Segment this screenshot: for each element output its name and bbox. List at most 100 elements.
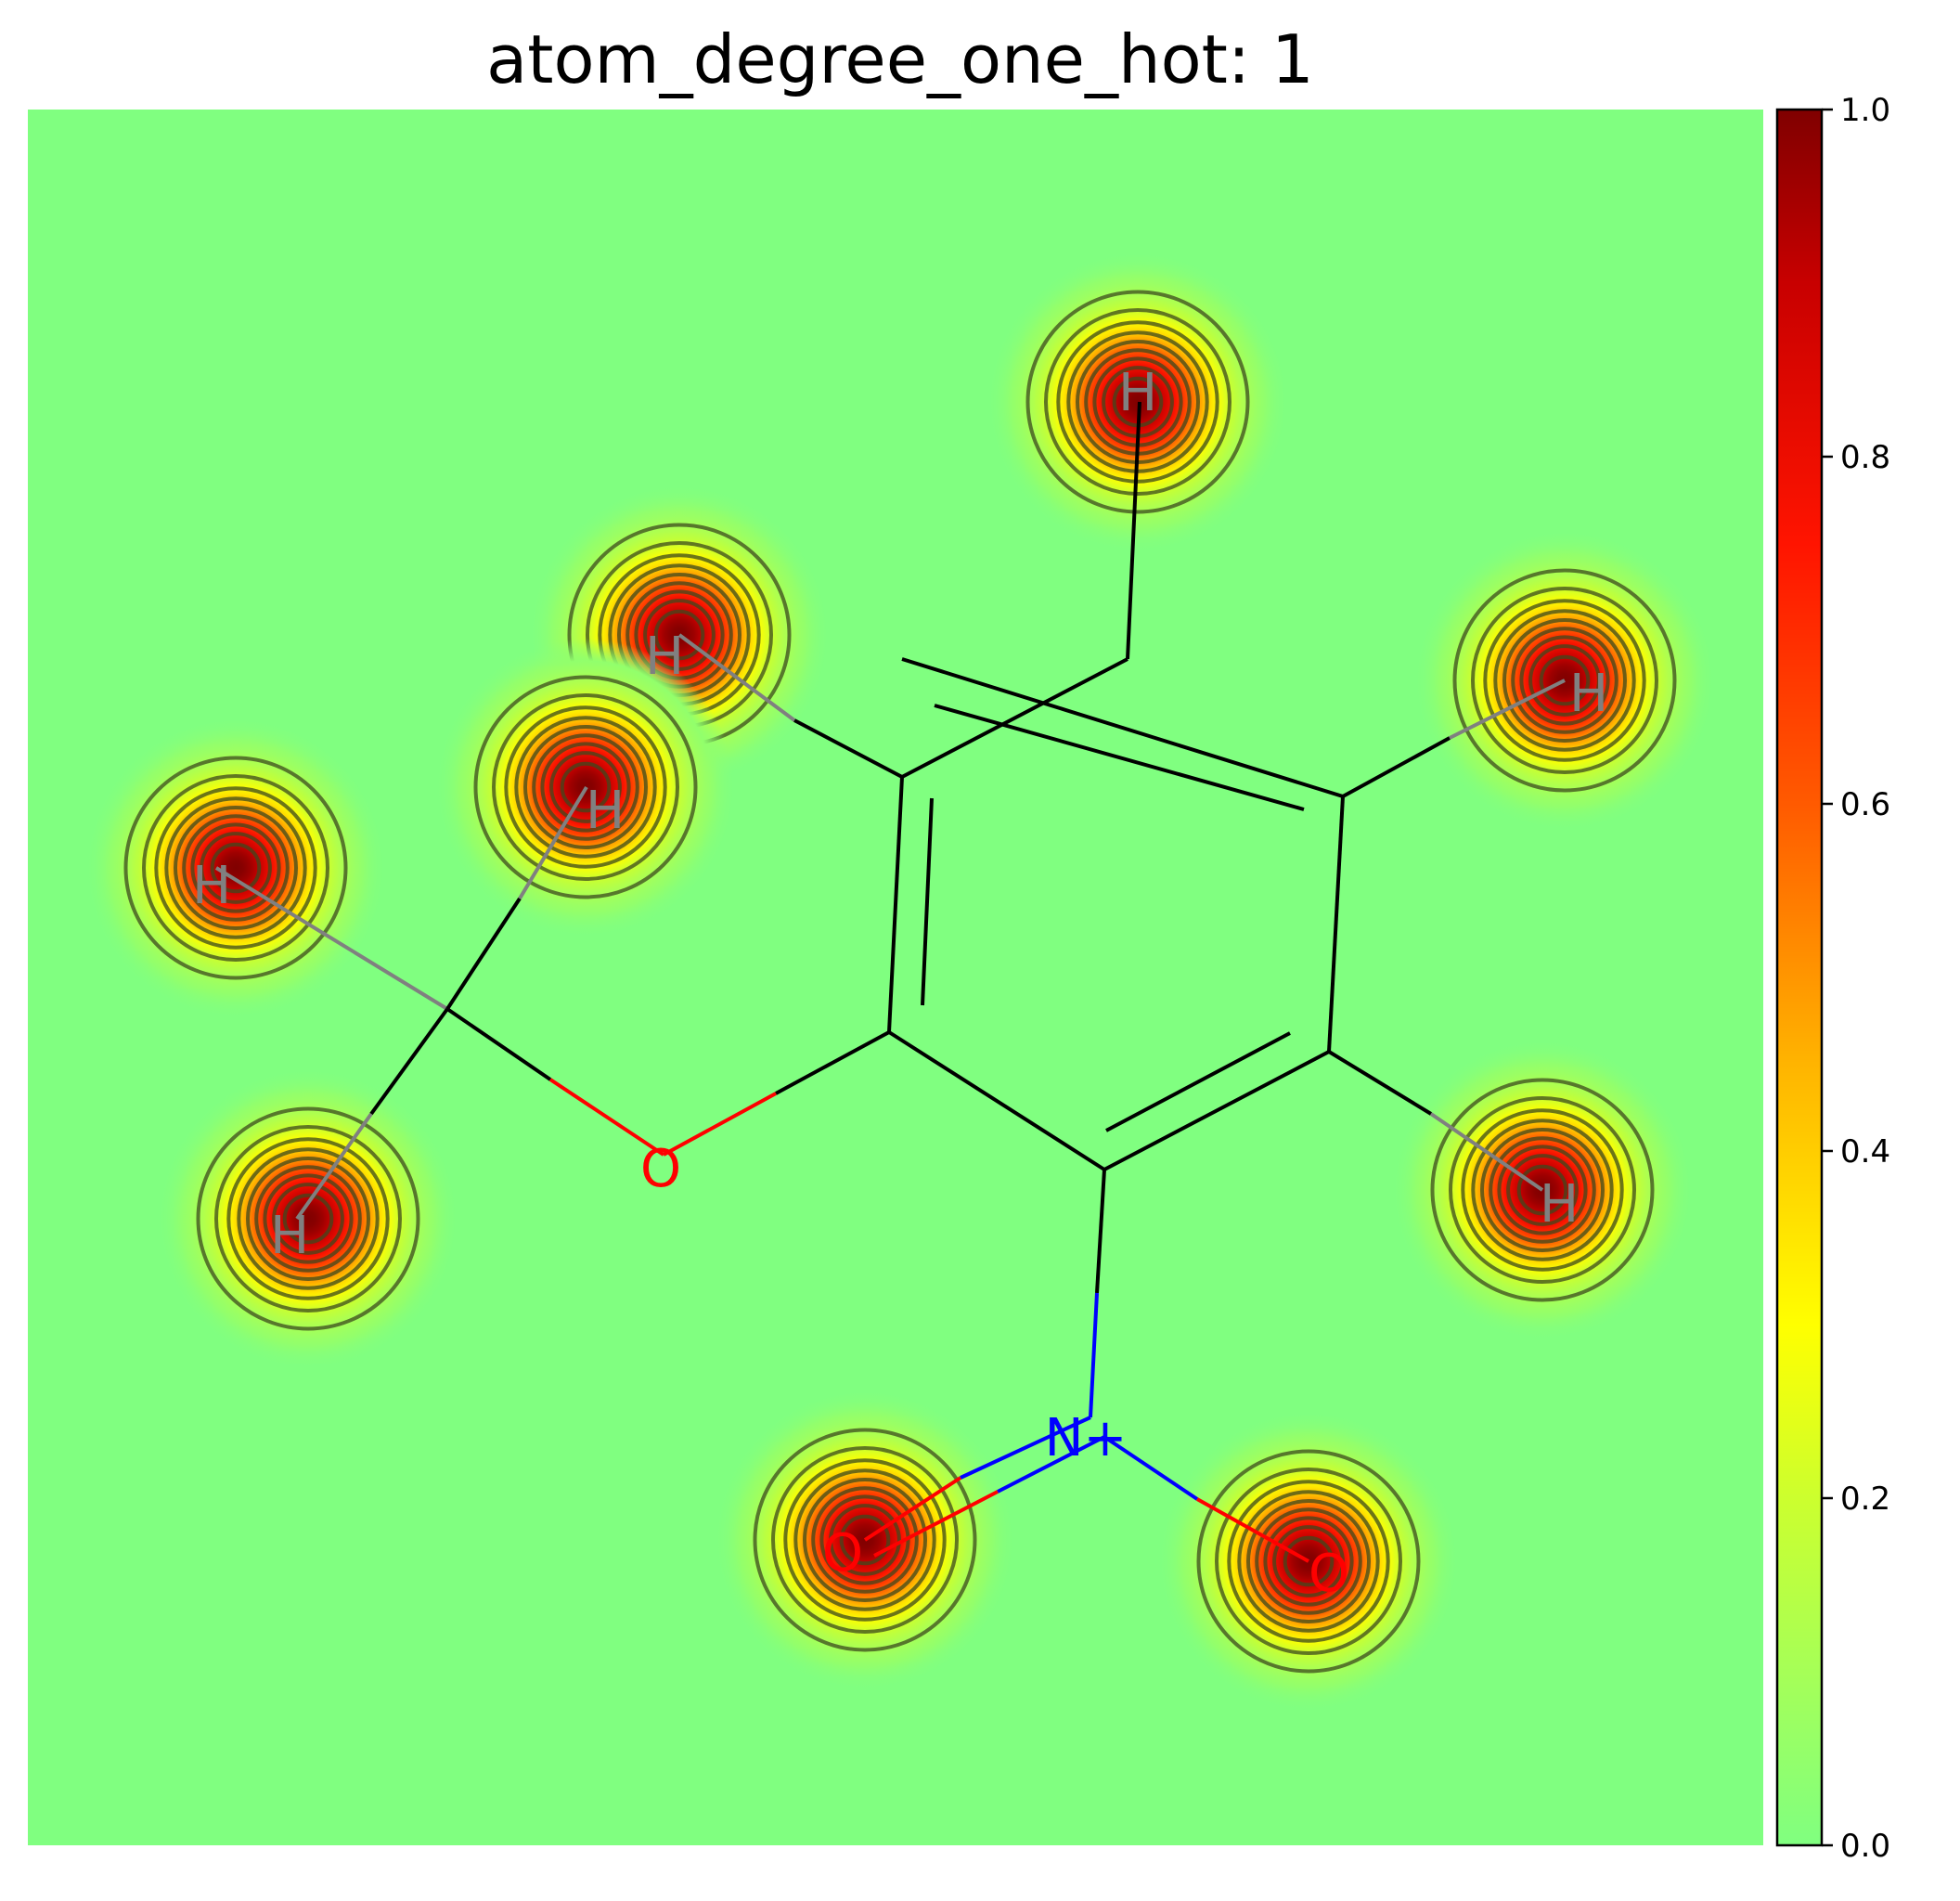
contour-line (142, 774, 329, 962)
contour-line (492, 693, 679, 881)
contour-line (504, 705, 667, 869)
colorbar-tick-label: 1.0 (1840, 92, 1890, 129)
heatmap-hotspot (87, 719, 384, 1016)
contour-line (1471, 1119, 1614, 1261)
contour-line (272, 1183, 344, 1255)
contour-line (1263, 1516, 1354, 1607)
contour-line (839, 1514, 891, 1566)
contour-line (226, 1137, 390, 1300)
bond-line (873, 1490, 999, 1558)
atom-label: H (1540, 1174, 1579, 1235)
contour-line (783, 1458, 947, 1622)
contour-line (653, 609, 705, 661)
bond-line (1105, 1031, 1291, 1132)
contour-line (1511, 627, 1618, 734)
contour-line (210, 842, 262, 894)
bond-line (934, 704, 1305, 811)
bond-line (518, 785, 588, 900)
contour-line (549, 751, 622, 823)
contour-line (523, 725, 648, 849)
contour-line (123, 756, 348, 980)
contour-line (803, 1478, 927, 1602)
bond-line (887, 1030, 1106, 1171)
bond-line (793, 718, 903, 779)
contour-line (1056, 320, 1219, 484)
contour-line (811, 1486, 919, 1594)
bond-line (1126, 401, 1141, 660)
contour-line (1449, 1096, 1636, 1284)
bond-line (295, 1112, 373, 1221)
contour-line (1502, 618, 1627, 743)
bond-line (960, 1416, 1091, 1480)
contour-line (1489, 1136, 1596, 1244)
contour-line (1255, 1507, 1362, 1615)
bond-line (1449, 679, 1566, 740)
contour-line (753, 1428, 977, 1652)
bond-line (548, 1078, 665, 1157)
atom-label: O (822, 1523, 863, 1584)
bond-line (887, 776, 904, 1033)
contour-line (196, 1106, 420, 1331)
bond-line (445, 897, 522, 1011)
bond-line (921, 797, 934, 1006)
contour-line (1506, 1154, 1579, 1226)
bond-line (1327, 795, 1345, 1053)
contour-line (532, 733, 639, 841)
bond-line (997, 1435, 1105, 1494)
contour-line (1528, 644, 1601, 717)
contour-line (829, 1504, 901, 1576)
colorbar-tick-label: 0.4 (1840, 1133, 1890, 1170)
contour-line (1471, 587, 1658, 774)
contour-line (1483, 599, 1646, 762)
atom-label: O (1309, 1544, 1349, 1604)
contour-line (771, 1446, 959, 1634)
contour-line (1283, 1535, 1335, 1587)
colorbar-tick-label: 0.8 (1840, 439, 1890, 476)
bond-line (1095, 1169, 1106, 1294)
contour-line (1497, 1144, 1588, 1235)
contour-line (263, 1173, 354, 1264)
contour-line (1430, 1078, 1655, 1302)
bond-line (445, 1007, 552, 1081)
contour-line (793, 1468, 936, 1611)
contour-line (182, 814, 290, 922)
contour-line (154, 786, 317, 950)
bond-line (863, 1476, 962, 1542)
contour-line (1272, 1525, 1345, 1597)
bond-line (775, 1030, 890, 1095)
atom-label: H (270, 1206, 309, 1266)
atom-label: N+ (1045, 1408, 1128, 1468)
contour-line (190, 822, 281, 913)
colorbar-tick-label: 0.6 (1840, 786, 1890, 823)
contour-line (164, 796, 307, 939)
atom-label: H (192, 856, 231, 916)
contour-line (1539, 654, 1591, 706)
bond-line (901, 657, 1128, 779)
contour-line (560, 761, 612, 813)
contour-line (237, 1147, 380, 1290)
contour-line (1044, 308, 1231, 496)
plot-area: H H H H H H H O N+ O O (28, 110, 1763, 1845)
atom-label: H (1569, 664, 1608, 724)
contour-line (1493, 609, 1636, 752)
bond-line (677, 633, 796, 722)
contour-line (473, 675, 698, 899)
heatmap-hotspot (160, 1070, 457, 1367)
bond-line (663, 1092, 777, 1157)
contour-line (214, 1125, 402, 1313)
contour-line (1461, 1108, 1624, 1272)
contour-line (1025, 290, 1250, 514)
bond-line (1342, 736, 1451, 798)
contour-line (1227, 1480, 1390, 1643)
bond-line (1429, 1112, 1544, 1192)
bond-line (1103, 1050, 1330, 1171)
contour-line (282, 1193, 334, 1245)
contour-line (254, 1165, 362, 1273)
contour-line (174, 806, 298, 930)
contour-line (1452, 568, 1677, 793)
chart-title: atom_degree_one_hot: 1 (486, 20, 1314, 98)
colorbar-tick-label: 0.0 (1840, 1828, 1890, 1865)
bond-line (1327, 1050, 1433, 1116)
bond-line (214, 866, 449, 1011)
